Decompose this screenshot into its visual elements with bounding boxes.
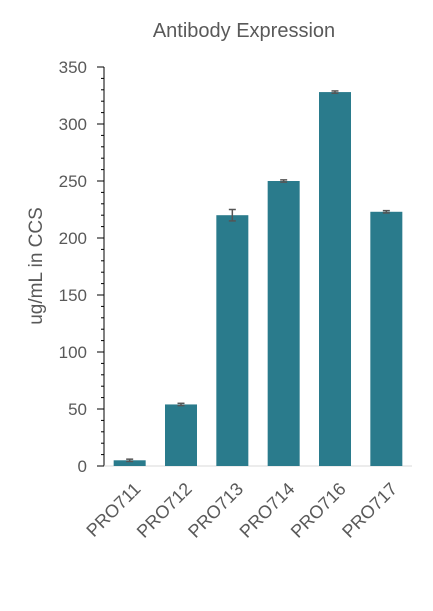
y-tick-label: 50	[68, 400, 87, 419]
chart-title: Antibody Expression	[153, 20, 335, 42]
x-tick-label: PRO717	[338, 479, 401, 542]
x-tick-label: PRO716	[287, 479, 350, 542]
x-tick-label: PRO711	[82, 479, 144, 541]
bars-group	[113, 92, 403, 466]
y-tick-label: 350	[59, 58, 87, 77]
bar	[267, 181, 300, 466]
error-bars-group	[126, 90, 390, 463]
bar	[216, 215, 249, 466]
y-tick-label: 200	[59, 229, 87, 248]
y-tick-label: 250	[59, 172, 87, 191]
x-tick-label: PRO714	[236, 479, 299, 542]
bar	[319, 92, 351, 466]
y-axis: 0 50 100 150 200 250 300 350	[59, 58, 105, 476]
bar	[113, 460, 146, 466]
y-tick-label: 300	[59, 115, 87, 134]
x-tick-label: PRO713	[184, 479, 247, 542]
bar	[165, 404, 197, 466]
y-tick-label: 100	[59, 343, 87, 362]
y-axis-label: ug/mL in CCS	[26, 207, 47, 325]
bar	[370, 211, 403, 466]
y-tick-label: 150	[59, 286, 87, 305]
x-tick-label: PRO712	[133, 479, 196, 542]
y-tick-label: 0	[78, 457, 87, 476]
